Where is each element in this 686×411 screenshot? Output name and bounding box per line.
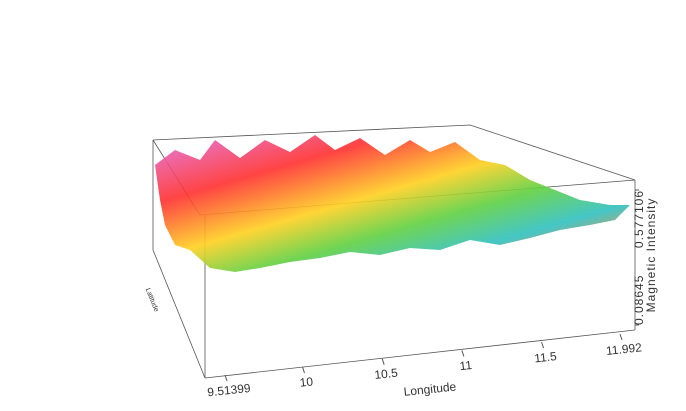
x-axis-label: Longitude	[403, 379, 457, 398]
x-tick-label: 11	[459, 358, 473, 373]
x-tick	[301, 366, 305, 374]
x-tick	[461, 350, 465, 357]
x-tick-label: 11.992	[605, 340, 642, 358]
z-axis-label: Magnetic Intensity	[644, 198, 658, 313]
x-tick	[381, 358, 385, 365]
y-axis-label: Latitude	[144, 287, 160, 313]
x-tick	[224, 374, 228, 382]
x-tick	[541, 341, 545, 349]
z-tick-label: 0.577106	[632, 190, 646, 248]
x-tick-label: 9.51399	[207, 381, 252, 399]
x-tick-label: 11.5	[534, 349, 558, 365]
x-tick	[619, 333, 623, 341]
x-tick-label: 10.5	[374, 366, 399, 382]
x-tick-label: 10	[299, 374, 314, 389]
surface	[155, 135, 630, 272]
z-tick-label: 0.08645	[632, 275, 646, 325]
